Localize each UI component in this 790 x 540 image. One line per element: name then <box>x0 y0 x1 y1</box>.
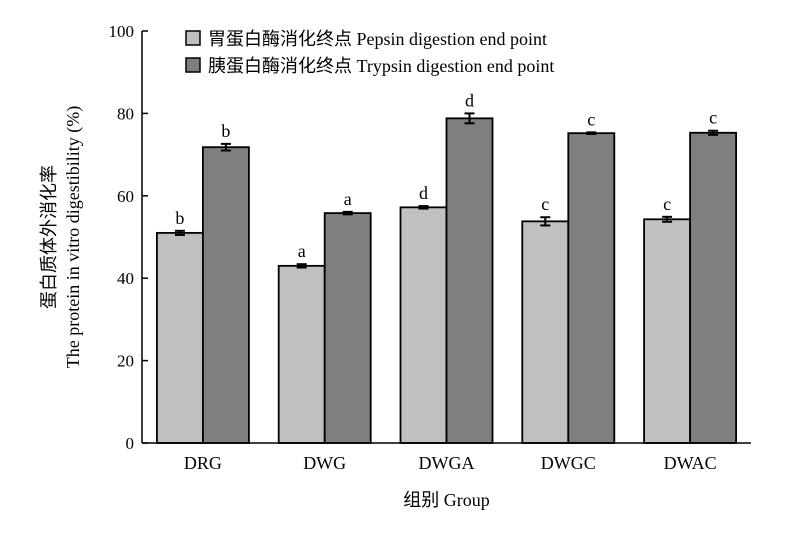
significance-label: c <box>663 194 671 214</box>
bar-pepsin-drg <box>155 231 204 444</box>
bars-layer: b b a a d d c c c c <box>155 90 737 444</box>
y-tick-label: 80 <box>117 104 134 123</box>
y-axis-label-english: The protein in vitro digestibility (%) <box>63 106 84 368</box>
y-tick-label: 40 <box>117 269 134 288</box>
bar-trypsin-dwga <box>445 117 494 444</box>
y-tick-label: 60 <box>117 187 134 206</box>
significance-label: b <box>175 208 184 228</box>
significance-label: d <box>419 183 428 203</box>
legend: 胃蛋白酶消化终点 Pepsin digestion end point 胰蛋白酶… <box>185 29 554 76</box>
legend-label-trypsin: 胰蛋白酶消化终点 Trypsin digestion end point <box>208 56 554 76</box>
x-tick-label: DWAC <box>664 453 717 473</box>
bar-pepsin-dwg <box>277 264 326 444</box>
y-axis-label-chinese: 蛋白质体外消化率 <box>39 165 59 309</box>
bar-trypsin-dwac <box>689 131 737 444</box>
y-ticks: 0 20 40 60 80 100 <box>109 22 148 453</box>
significance-label: b <box>221 121 230 141</box>
legend-swatch-pepsin <box>185 30 201 46</box>
significance-label: d <box>465 90 474 110</box>
significance-label: c <box>541 194 549 214</box>
significance-label: a <box>344 189 352 209</box>
x-axis-label: 组别 Group <box>403 490 490 510</box>
significance-label: c <box>587 109 595 129</box>
bar-trypsin-dwg <box>323 212 372 444</box>
legend-label-pepsin: 胃蛋白酶消化终点 Pepsin digestion end point <box>208 29 547 49</box>
x-tick-label: DWGC <box>541 453 596 473</box>
bar-pepsin-dwga <box>399 206 448 444</box>
x-tick-label: DWGA <box>419 453 475 473</box>
bar-trypsin-dwgc <box>567 132 616 444</box>
y-tick-label: 20 <box>117 352 134 371</box>
y-tick-label: 0 <box>126 434 135 453</box>
x-ticks: DRG DWG DWGA DWGC DWAC <box>184 437 717 473</box>
bar-pepsin-dwgc <box>521 220 570 444</box>
y-tick-label: 100 <box>109 22 135 41</box>
x-tick-label: DWG <box>303 453 346 473</box>
bar-pepsin-dwac <box>643 218 691 444</box>
significance-label: a <box>298 241 306 261</box>
y-axis-label: 蛋白质体外消化率 The protein in vitro digestibil… <box>39 106 84 368</box>
significance-label: c <box>709 108 717 128</box>
x-tick-label: DRG <box>184 453 222 473</box>
bar-trypsin-drg <box>201 146 250 444</box>
legend-swatch-trypsin <box>185 57 201 73</box>
